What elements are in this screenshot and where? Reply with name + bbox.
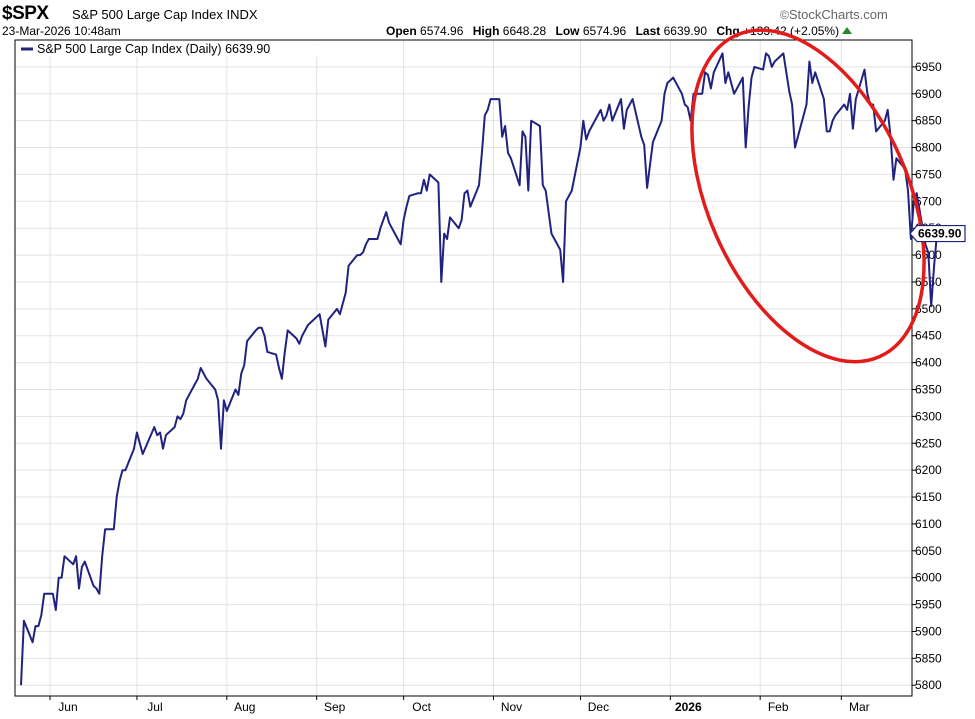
- y-tick-label: 6050: [915, 544, 942, 558]
- x-tick-label: Oct: [412, 700, 431, 714]
- y-tick-label: 6200: [915, 463, 942, 477]
- x-axis: Jun Jul Aug Sep Oct Nov Dec 2026 Feb Mar: [49, 696, 870, 714]
- annotation-ellipse: [690, 28, 926, 364]
- plot-frame: [14, 39, 913, 697]
- y-tick-label: 6800: [915, 141, 942, 155]
- last-price-tag: 6639.90: [909, 224, 966, 243]
- y-tick-label: 5900: [915, 624, 942, 638]
- x-tick-label: Feb: [768, 700, 789, 714]
- open-label: Open: [386, 24, 417, 38]
- y-tick-label: 6100: [915, 517, 942, 531]
- y-tick-label: 6400: [915, 356, 942, 370]
- y-tick-label: 6300: [915, 409, 942, 423]
- high-value: 6648.28: [502, 24, 547, 38]
- x-tick-label: Mar: [849, 700, 870, 714]
- legend-box: [16, 41, 366, 57]
- y-tick-label: 5800: [915, 678, 942, 692]
- x-tick-label: Sep: [324, 700, 346, 714]
- last-label: Last: [635, 24, 661, 38]
- legend-text: S&P 500 Large Cap Index (Daily) 6639.90: [37, 42, 270, 56]
- y-tick-label: 6900: [915, 87, 942, 101]
- price-line: [20, 52, 938, 686]
- last-price-label: 6639.90: [918, 227, 962, 241]
- index-full-name: S&P 500 Large Cap Index: [72, 7, 223, 22]
- stockcharts-logo: ©StockCharts.com: [780, 7, 888, 22]
- y-tick-label: 6950: [915, 60, 942, 74]
- brand-name: StockCharts.com: [788, 7, 888, 22]
- y-tick-label: 6700: [915, 194, 942, 208]
- up-arrow-icon: [842, 27, 853, 34]
- exchange-label: INDX: [226, 7, 258, 22]
- high-label: High: [472, 24, 500, 38]
- quote-summary: Open 6574.96 High 6648.28 Low 6574.96 La…: [386, 24, 853, 38]
- y-axis: 5800 5850 5900 5950 6000 6050 6100 6150 6200 6250…: [912, 60, 942, 692]
- grid: [15, 40, 912, 696]
- y-tick-label: 6500: [915, 302, 942, 316]
- y-tick-label: 6150: [915, 490, 942, 504]
- ticker-symbol: $SPX: [2, 3, 49, 24]
- y-tick-label: 6000: [915, 571, 942, 585]
- y-tick-label: 6350: [915, 383, 942, 397]
- y-tick-label: 6450: [915, 329, 942, 343]
- timestamp: 23-Mar-2026 10:48am: [2, 24, 121, 38]
- legend: S&P 500 Large Cap Index (Daily) 6639.90: [16, 41, 366, 57]
- open-value: 6574.96: [420, 24, 464, 38]
- low-label: Low: [555, 24, 580, 38]
- chg-value: +133.42 (+2.05%): [743, 24, 840, 38]
- x-tick-label: Dec: [588, 700, 609, 714]
- chart-header: $SPX S&P 500 Large Cap Index INDX 23-Mar…: [0, 0, 975, 40]
- x-tick-label: Nov: [501, 700, 522, 714]
- y-tick-label: 6750: [915, 167, 942, 181]
- low-value: 6574.96: [582, 24, 627, 38]
- y-tick-label: 6850: [915, 114, 942, 128]
- last-price-box: [909, 224, 966, 243]
- y-tick-label: 6250: [915, 436, 942, 450]
- y-tick-label: 6550: [915, 275, 942, 289]
- last-value: 6639.90: [663, 24, 707, 38]
- y-tick-label: 5850: [915, 651, 942, 665]
- y-tick-label: 5950: [915, 598, 942, 612]
- x-tick-label: Jun: [58, 700, 77, 714]
- x-tick-label: 2026: [675, 700, 702, 714]
- x-tick-label: Jul: [147, 700, 162, 714]
- index-name: S&P 500 Large Cap Index INDX: [72, 7, 258, 22]
- copyright-icon: ©: [780, 8, 789, 22]
- x-tick-label: Aug: [234, 700, 255, 714]
